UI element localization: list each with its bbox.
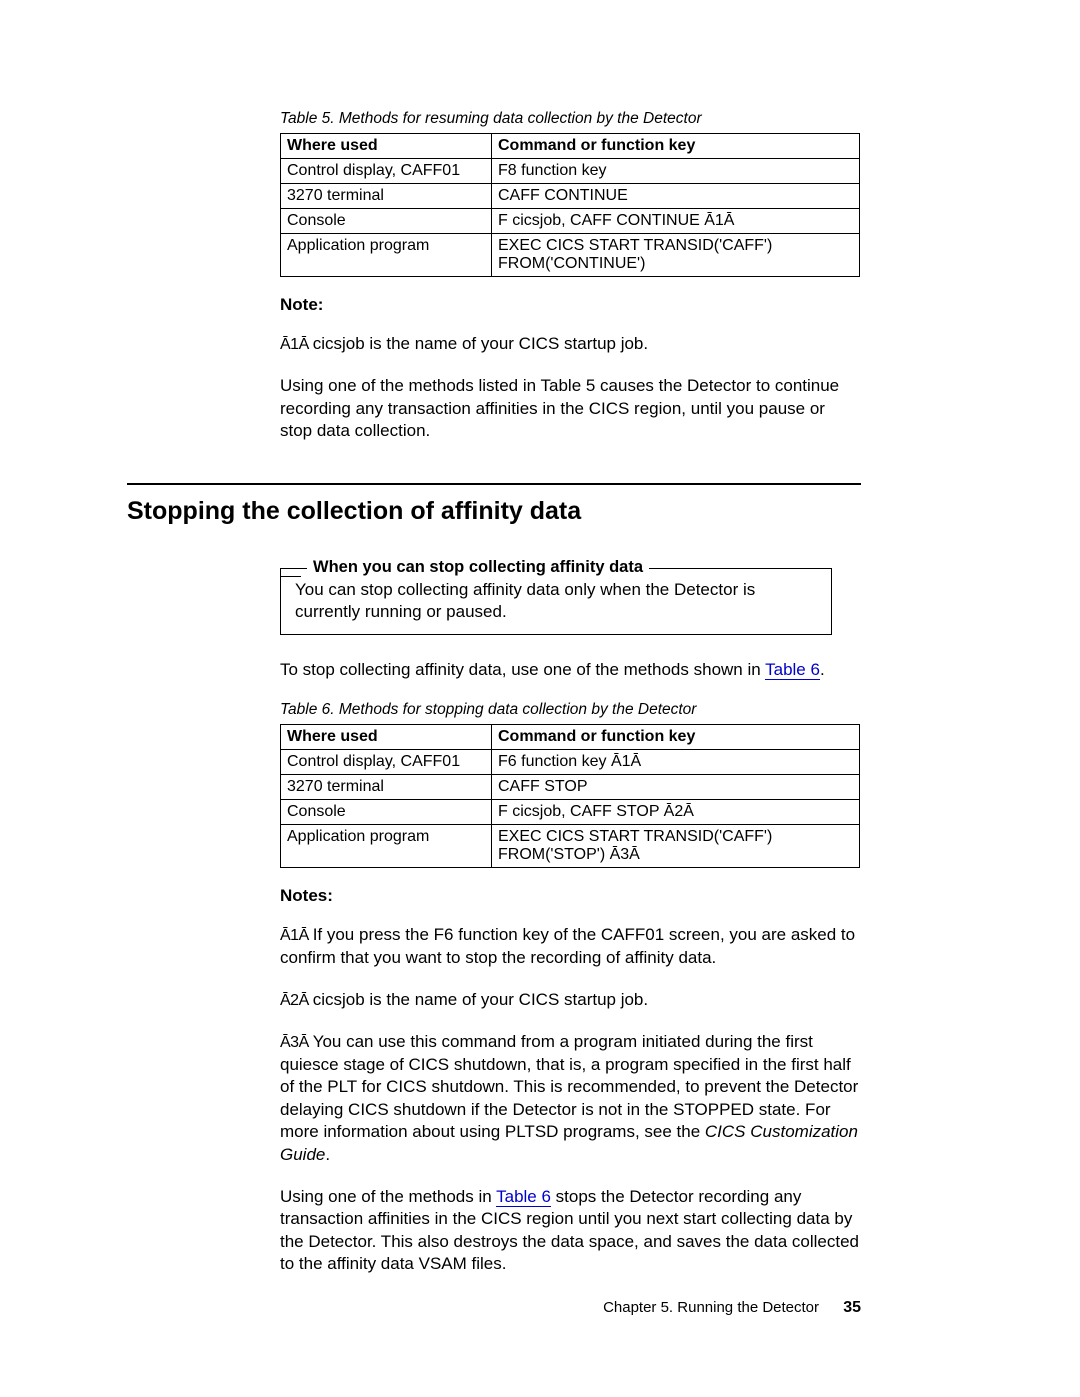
- note2-2-text: cicsjob is the name of your CICS startup…: [313, 990, 648, 1009]
- table-row: Control display, CAFF01 F8 function key: [281, 159, 860, 184]
- ref-glyph: Ā3Ā: [280, 1034, 313, 1051]
- cell: EXEC CICS START TRANSID('CAFF') FROM('ST…: [492, 825, 860, 868]
- link-table6[interactable]: Table 6: [765, 660, 820, 680]
- cell: 3270 terminal: [281, 775, 492, 800]
- note1-text: cicsjob is the name of your CICS startup…: [313, 334, 648, 353]
- note2-1: Ā1Ā If you press the F6 function key of …: [280, 924, 861, 969]
- table6: Where used Command or function key Contr…: [280, 724, 860, 868]
- cell: F cicsjob, CAFF CONTINUE Ā1Ā: [492, 209, 860, 234]
- footer-chapter: Chapter 5. Running the Detector: [603, 1299, 819, 1316]
- lead-to-table6: To stop collecting affinity data, use on…: [280, 659, 861, 681]
- cell: Control display, CAFF01: [281, 750, 492, 775]
- cell: F8 function key: [492, 159, 860, 184]
- info-box-legend: When you can stop collecting affinity da…: [307, 558, 649, 577]
- section-heading: Stopping the collection of affinity data: [127, 497, 861, 526]
- note2-3-text-b: .: [325, 1145, 330, 1164]
- lead-post: .: [820, 660, 825, 679]
- stopping-block: When you can stop collecting affinity da…: [280, 568, 861, 1276]
- table-row: 3270 terminal CAFF STOP: [281, 775, 860, 800]
- info-box: When you can stop collecting affinity da…: [280, 568, 832, 635]
- table5: Where used Command or function key Contr…: [280, 133, 860, 277]
- tail-pre: Using one of the methods in: [280, 1187, 496, 1206]
- cell: 3270 terminal: [281, 184, 492, 209]
- cell: Application program: [281, 825, 492, 868]
- note-heading: Note:: [280, 295, 861, 315]
- table6-th-where: Where used: [281, 725, 492, 750]
- table-row: Application program EXEC CICS START TRAN…: [281, 825, 860, 868]
- cell: Control display, CAFF01: [281, 159, 492, 184]
- cell: CAFF STOP: [492, 775, 860, 800]
- table-row: Console F cicsjob, CAFF CONTINUE Ā1Ā: [281, 209, 860, 234]
- link-table6-2[interactable]: Table 6: [496, 1187, 551, 1207]
- table5-th-cmd: Command or function key: [492, 134, 860, 159]
- footer-page-number: 35: [843, 1299, 861, 1316]
- note2-2: Ā2Ā cicsjob is the name of your CICS sta…: [280, 989, 861, 1011]
- note-body: Ā1Ā cicsjob is the name of your CICS sta…: [280, 333, 861, 355]
- table6-th-cmd: Command or function key: [492, 725, 860, 750]
- section-rule: [127, 483, 861, 485]
- ref-glyph: Ā2Ā: [280, 992, 313, 1009]
- cell: EXEC CICS START TRANSID('CAFF') FROM('CO…: [492, 234, 860, 277]
- table-row: Application program EXEC CICS START TRAN…: [281, 234, 860, 277]
- info-box-dash: [281, 576, 301, 577]
- table-row: 3270 terminal CAFF CONTINUE: [281, 184, 860, 209]
- notes-heading: Notes:: [280, 886, 861, 906]
- note2-1-text: If you press the F6 function key of the …: [280, 925, 855, 966]
- lead-pre: To stop collecting affinity data, use on…: [280, 660, 765, 679]
- cell: F6 function key Ā1Ā: [492, 750, 860, 775]
- cell: Console: [281, 800, 492, 825]
- info-box-body: You can stop collecting affinity data on…: [295, 579, 817, 624]
- trailing-para: Using one of the methods in Table 6 stop…: [280, 1186, 861, 1276]
- cell: CAFF CONTINUE: [492, 184, 860, 209]
- table6-caption: Table 6. Methods for stopping data colle…: [280, 701, 861, 719]
- table-row: Console F cicsjob, CAFF STOP Ā2Ā: [281, 800, 860, 825]
- table5-caption: Table 5. Methods for resuming data colle…: [280, 110, 861, 128]
- cell: Application program: [281, 234, 492, 277]
- ref-glyph: Ā1Ā: [280, 927, 313, 944]
- ref-glyph-1: Ā1Ā: [280, 336, 313, 353]
- cell: Console: [281, 209, 492, 234]
- page: Table 5. Methods for resuming data colle…: [0, 0, 1080, 1356]
- table5-block: Table 5. Methods for resuming data colle…: [280, 110, 861, 443]
- table-row: Control display, CAFF01 F6 function key …: [281, 750, 860, 775]
- table5-trailing-para: Using one of the methods listed in Table…: [280, 375, 861, 442]
- note2-3: Ā3Ā You can use this command from a prog…: [280, 1031, 861, 1166]
- table5-th-where: Where used: [281, 134, 492, 159]
- cell: F cicsjob, CAFF STOP Ā2Ā: [492, 800, 860, 825]
- page-footer: Chapter 5. Running the Detector 35: [0, 1299, 861, 1317]
